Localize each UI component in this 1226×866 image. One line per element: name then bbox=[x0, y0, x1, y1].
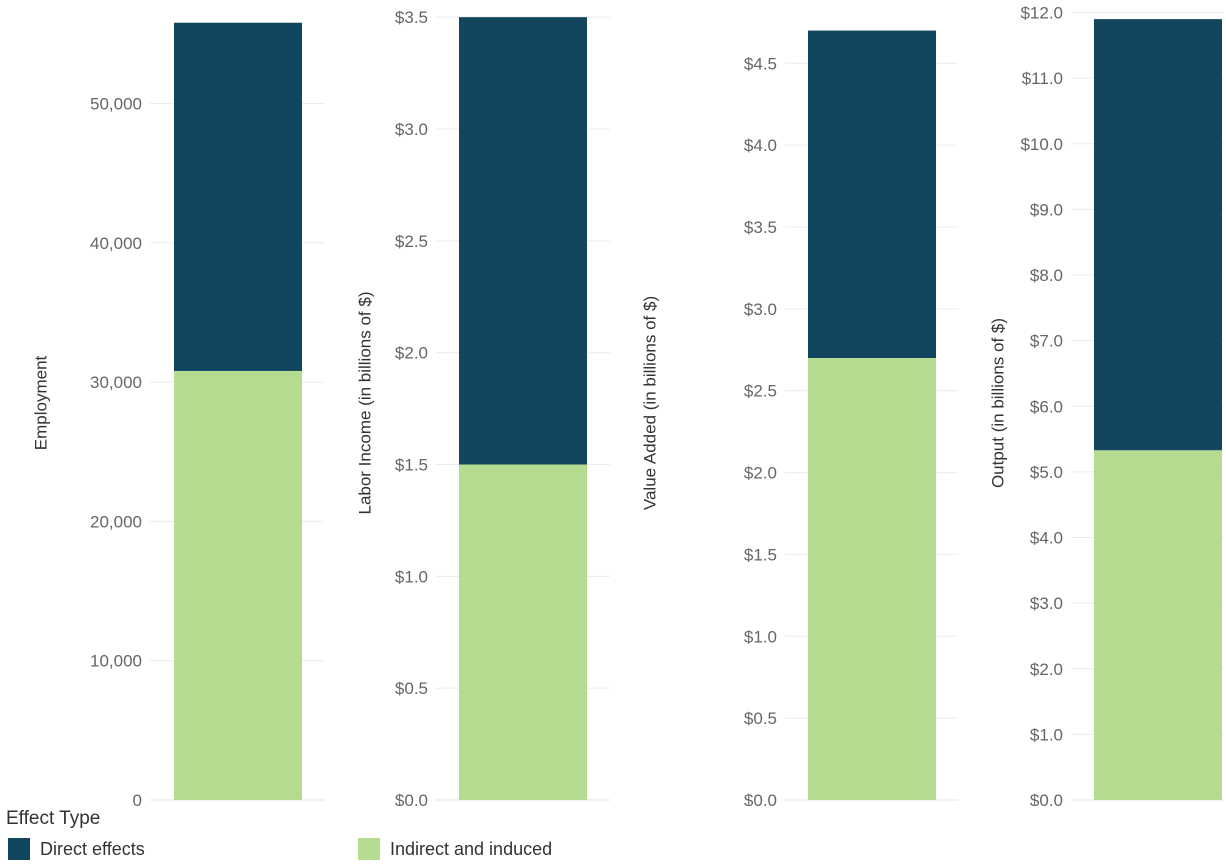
y-tick-label: 30,000 bbox=[90, 373, 142, 392]
legend-title: Effect Type bbox=[6, 808, 101, 829]
legend-label-direct-effects: Direct effects bbox=[40, 838, 145, 859]
y-tick-label: $3.5 bbox=[395, 8, 428, 27]
y-tick-label: 0 bbox=[133, 791, 142, 806]
y-tick-label: $2.0 bbox=[395, 344, 428, 363]
y-tick-label: 50,000 bbox=[90, 95, 142, 114]
y-tick-label: 10,000 bbox=[90, 652, 142, 671]
y-axis-label: Output (in billions of $) bbox=[988, 318, 1007, 488]
y-tick-label: $4.5 bbox=[744, 54, 777, 73]
bar-segment-indirect-and-induced bbox=[1094, 450, 1222, 800]
bar-segment-direct-effects bbox=[1094, 19, 1222, 451]
bar-segment-indirect-and-induced bbox=[808, 357, 936, 800]
y-tick-label: $3.0 bbox=[744, 300, 777, 319]
y-tick-label: $5.0 bbox=[1030, 463, 1063, 482]
chart-panel-3: $0.0 $0.5 $1.0 $1.5 $2.0 $2.5 $3.0 $3.5 $4.0 $4.5… bbox=[640, 30, 958, 806]
y-tick-label: $1.0 bbox=[744, 627, 777, 646]
y-tick-label: $8.0 bbox=[1030, 266, 1063, 285]
y-tick-label: $3.0 bbox=[1030, 594, 1063, 613]
y-tick-label: $4.0 bbox=[744, 136, 777, 155]
chart-area: 0 10,000 20,000 30,000 40,000 50,000 Employmen… bbox=[31, 4, 1224, 806]
legend-label-indirect-and-induced: Indirect and induced bbox=[390, 838, 553, 859]
y-tick-label: $0.5 bbox=[395, 679, 428, 698]
y-axis-label: Employment bbox=[31, 355, 50, 450]
bar-segment-indirect-and-induced bbox=[174, 370, 302, 800]
legend-swatch-indirect-and-induced bbox=[358, 838, 380, 860]
y-tick-label: $10.0 bbox=[1020, 135, 1063, 154]
y-tick-label: $0.0 bbox=[1030, 791, 1063, 806]
y-tick-label: $0.0 bbox=[395, 791, 428, 806]
bar-segment-direct-effects bbox=[459, 17, 587, 465]
y-tick-label: 40,000 bbox=[90, 234, 142, 253]
y-tick-label: $9.0 bbox=[1030, 200, 1063, 219]
chart-panel-1: 0 10,000 20,000 30,000 40,000 50,000 Employmen… bbox=[31, 22, 324, 806]
legend-swatch-direct-effects bbox=[8, 838, 30, 860]
legend: Effect Type Direct effects Indirect and … bbox=[0, 806, 1226, 866]
bar-segment-direct-effects bbox=[174, 22, 302, 371]
y-tick-label: $2.0 bbox=[1030, 660, 1063, 679]
bar-segment-indirect-and-induced bbox=[459, 464, 587, 800]
bar-segment-direct-effects bbox=[808, 30, 936, 358]
y-tick-label: 20,000 bbox=[90, 512, 142, 531]
y-tick-label: $1.5 bbox=[744, 545, 777, 564]
y-tick-label: $1.0 bbox=[395, 567, 428, 586]
y-tick-label: $12.0 bbox=[1020, 4, 1063, 23]
y-tick-label: $3.5 bbox=[744, 218, 777, 237]
legend-item-direct-effects[interactable]: Direct effects bbox=[8, 838, 145, 860]
y-tick-label: $11.0 bbox=[1022, 69, 1063, 88]
y-tick-label: $1.0 bbox=[1030, 725, 1063, 744]
y-tick-label: $2.0 bbox=[744, 464, 777, 483]
legend-item-indirect-and-induced[interactable]: Indirect and induced bbox=[358, 838, 552, 860]
y-tick-label: $2.5 bbox=[395, 232, 428, 251]
y-tick-label: $6.0 bbox=[1030, 397, 1063, 416]
y-tick-label: $0.0 bbox=[744, 791, 777, 806]
y-axis-label: Value Added (in billions of $) bbox=[640, 296, 659, 510]
y-tick-label: $7.0 bbox=[1030, 332, 1063, 351]
y-tick-label: $1.5 bbox=[395, 456, 428, 475]
y-tick-label: $2.5 bbox=[744, 382, 777, 401]
chart-panel-4: $0.0 $1.0 $2.0 $3.0 $4.0 $5.0 $6.0 $7.0 $8.0 $9.0… bbox=[988, 4, 1224, 806]
y-tick-label: $4.0 bbox=[1030, 529, 1063, 548]
y-axis-label: Labor Income (in billions of $) bbox=[355, 291, 374, 514]
y-tick-label: $3.0 bbox=[395, 120, 428, 139]
chart-panel-2: $0.0 $0.5 $1.0 $1.5 $2.0 $2.5 $3.0 $3.5 Labor In… bbox=[355, 8, 610, 806]
y-tick-label: $0.5 bbox=[744, 709, 777, 728]
